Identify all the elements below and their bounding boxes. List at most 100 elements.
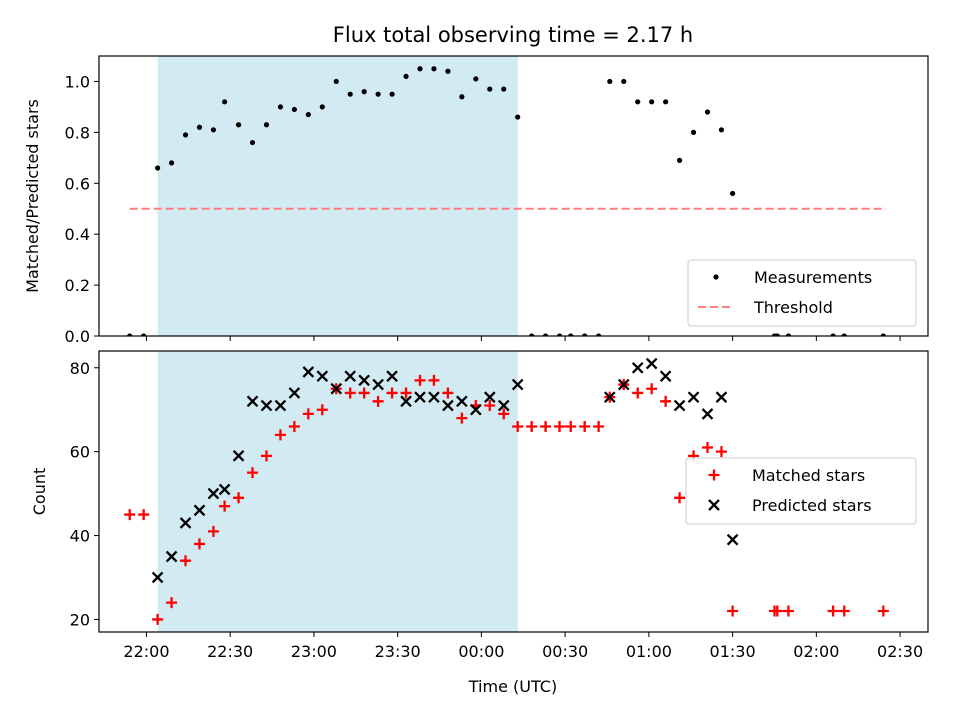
measurements-point	[774, 333, 780, 336]
y-tick-label: 0.0	[65, 327, 90, 346]
matched-stars-point	[193, 538, 205, 550]
x-tick-label: 23:00	[291, 642, 337, 661]
measurements-point	[459, 94, 465, 100]
matched-stars-point	[414, 374, 426, 386]
measurements-point	[718, 127, 725, 133]
predicted-stars-point	[372, 378, 384, 391]
measurements-point	[568, 333, 574, 336]
measurements-point	[333, 78, 339, 85]
matched-stars-point	[219, 500, 231, 512]
predicted-stars-point	[207, 487, 220, 500]
matched-stars-point	[207, 525, 219, 537]
matched-stars-point	[660, 395, 672, 407]
matched-stars-point	[498, 408, 510, 420]
matched-stars-point	[771, 605, 783, 617]
ratio-panel: 0.0 0.2 0.4 0.6 0.8 1.0 Matched/Predicted star…	[23, 55, 929, 346]
measurements-point	[291, 106, 297, 113]
matched-stars-point	[166, 597, 178, 609]
predicted-stars-point	[456, 395, 468, 408]
x-tick-label: 00:30	[542, 642, 588, 661]
legend-label: Predicted stars	[752, 496, 872, 515]
predicted-stars-point	[274, 399, 287, 412]
chart-title: Flux total observing time = 2.17 h	[333, 23, 693, 47]
matched-stars-point	[344, 387, 356, 399]
predicted-stars-point	[428, 391, 440, 403]
predicted-stars-point	[302, 366, 315, 378]
x-tick-label: 01:30	[710, 642, 756, 661]
matched-stars-point	[484, 400, 496, 412]
x-axis-label: Time (UTC)	[468, 677, 557, 696]
predicted-stars-point	[330, 382, 343, 395]
matched-stars-point	[579, 420, 591, 432]
predicted-stars-point	[260, 399, 273, 412]
matched-stars-point	[715, 446, 727, 458]
matched-stars-point	[180, 555, 192, 567]
legend-marker-matched	[708, 469, 720, 481]
matched-stars-point	[727, 605, 739, 617]
matched-stars-point	[316, 404, 328, 416]
matched-stars-point	[400, 387, 412, 399]
plot-frame	[98, 350, 929, 633]
y-axis-label: Count	[30, 468, 49, 516]
measurements-point	[635, 99, 641, 105]
x-tick-label: 22:30	[207, 642, 253, 661]
matched-stars-point	[782, 605, 794, 617]
measurements-point	[487, 86, 493, 92]
measurements-point	[880, 333, 886, 336]
measurements-point	[277, 104, 284, 110]
predicted-stars-point	[645, 357, 658, 370]
matched-stars-point	[674, 492, 686, 504]
y-tick-label: 0.6	[65, 174, 90, 193]
matched-stars-point	[386, 387, 398, 399]
y-tick-label: 0.8	[65, 123, 90, 142]
plot-frame	[98, 55, 929, 337]
legend-box	[685, 457, 917, 525]
y-axis-label: Matched/Predicted stars	[23, 99, 42, 293]
measurements-point	[127, 333, 133, 336]
measurements-point	[141, 333, 147, 336]
y-tick-label: 1.0	[65, 72, 90, 91]
y-tick-label: 20	[70, 610, 90, 629]
matched-stars-point	[372, 395, 384, 407]
matched-stars-point	[138, 509, 150, 521]
measurements-point	[730, 190, 736, 197]
measurements-point	[543, 333, 549, 336]
measurements-point	[649, 99, 655, 105]
predicted-stars-point	[483, 391, 496, 403]
x-tick-label: 01:00	[626, 642, 672, 661]
matched-stars-point	[593, 420, 605, 432]
measurements-point	[210, 127, 217, 133]
y-tick-label: 60	[70, 443, 90, 462]
measurements-point	[389, 91, 395, 97]
measurements-point	[501, 86, 507, 92]
predicted-stars-point	[386, 370, 398, 382]
measurements-point	[445, 68, 451, 74]
measurements-point	[319, 104, 325, 110]
predicted-stars-point	[414, 391, 426, 403]
matched-stars-point	[838, 605, 850, 617]
measurements-point	[690, 129, 697, 135]
predicted-stars-point	[400, 395, 412, 408]
predicted-stars-point	[617, 378, 630, 391]
measurements-point	[431, 66, 437, 72]
matched-stars-point	[456, 412, 468, 424]
predicted-stars-point	[715, 391, 728, 403]
matched-stars-point	[152, 613, 164, 625]
matched-stars-point	[358, 387, 370, 399]
measurements-point	[222, 99, 228, 105]
predicted-stars-point	[193, 504, 206, 517]
x-tick-label: 23:30	[375, 642, 421, 661]
count-panel: 22:00 22:30 23:00 23:30 00:00 00:30 01:00 01:30…	[30, 350, 929, 661]
y-tick-label: 80	[70, 359, 90, 378]
predicted-stars-point	[673, 399, 686, 412]
predicted-stars-point	[344, 370, 357, 382]
predicted-stars-point	[246, 395, 259, 408]
measurements-point	[515, 114, 521, 120]
measurements-point	[263, 122, 270, 128]
measurements-point	[168, 160, 175, 166]
matched-stars-point	[526, 420, 538, 432]
measurements-point	[196, 124, 203, 130]
matched-stars-point	[288, 420, 300, 432]
predicted-stars-point	[151, 571, 164, 584]
predicted-stars-point	[603, 391, 616, 403]
